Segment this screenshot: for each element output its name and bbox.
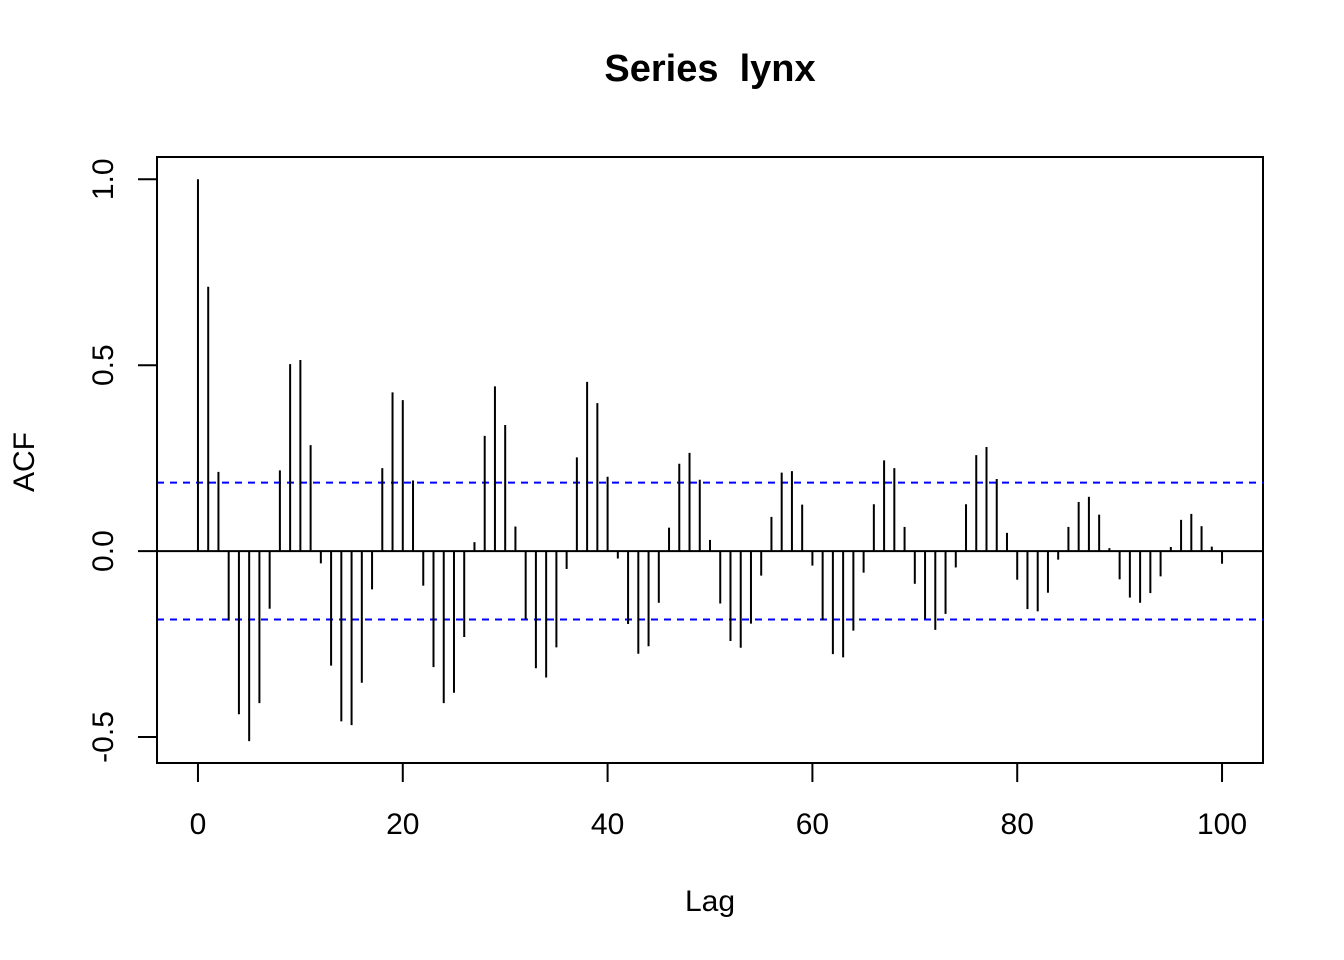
y-axis: -0.5 0.0 0.5 1.0 xyxy=(87,158,158,763)
y-tick-label: 1.0 xyxy=(87,158,120,200)
y-tick-label: 0.5 xyxy=(87,344,120,386)
x-tick-label: 40 xyxy=(591,808,624,841)
plot-frame xyxy=(156,156,1264,764)
y-tick-label: -0.5 xyxy=(87,711,120,763)
x-tick-label: 0 xyxy=(190,808,207,841)
x-tick-label: 80 xyxy=(1001,808,1034,841)
x-tick-label: 100 xyxy=(1197,808,1247,841)
x-axis: 0 20 40 60 80 100 xyxy=(190,762,1247,841)
x-tick-label: 60 xyxy=(796,808,829,841)
chart-title: Series lynx xyxy=(604,48,815,90)
y-tick-label: 0.0 xyxy=(87,530,120,572)
x-axis-label: Lag xyxy=(685,885,735,918)
acf-bars xyxy=(196,179,1224,742)
x-tick-label: 20 xyxy=(386,808,419,841)
y-axis-label: ACF xyxy=(8,432,41,492)
